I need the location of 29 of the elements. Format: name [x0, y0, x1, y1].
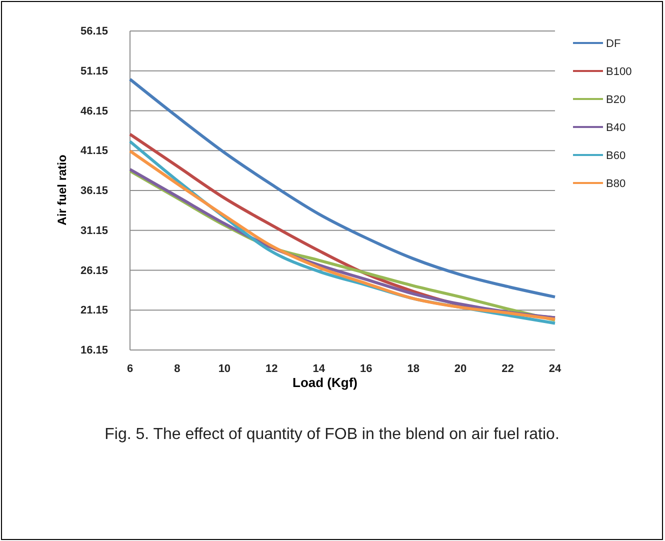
y-tick-label: 36.15 — [80, 185, 108, 198]
x-tick-label: 24 — [548, 362, 562, 375]
y-tick-label: 56.15 — [80, 26, 108, 38]
legend-label: DF — [606, 38, 621, 50]
y-tick-label: 21.15 — [80, 304, 108, 317]
y-tick-label: 31.15 — [80, 224, 108, 237]
x-axis-title: Load (Kgf) — [292, 375, 358, 390]
x-tick-label: 10 — [218, 362, 231, 375]
x-tick-label: 18 — [407, 362, 420, 375]
y-tick-label: 46.15 — [80, 105, 108, 118]
x-tick-label: 14 — [312, 362, 326, 375]
x-tick-label: 20 — [454, 362, 467, 375]
y-axis-title: Air fuel ratio — [55, 154, 69, 226]
legend-label: B80 — [606, 178, 626, 190]
x-tick-label: 6 — [126, 362, 134, 375]
y-tick-label: 26.15 — [80, 264, 108, 277]
caption: Fig. 5. The effect of quantity of FOB in the blend on air fuel ratio. — [104, 426, 560, 443]
y-tick-label: 41.15 — [80, 145, 108, 158]
x-tick-label: 8 — [174, 362, 180, 375]
x-tick-label: 16 — [360, 362, 372, 375]
legend-label: B20 — [606, 94, 626, 106]
x-tick-label: 22 — [502, 362, 514, 375]
legend-label: B100 — [606, 66, 632, 78]
legend-label: B60 — [606, 150, 626, 162]
y-tick-label: 16.15 — [80, 344, 108, 357]
legend-label: B40 — [606, 122, 626, 134]
y-tick-label: 51.15 — [80, 65, 108, 78]
line-series — [128, 78, 556, 298]
x-tick-label: 12 — [266, 362, 278, 375]
